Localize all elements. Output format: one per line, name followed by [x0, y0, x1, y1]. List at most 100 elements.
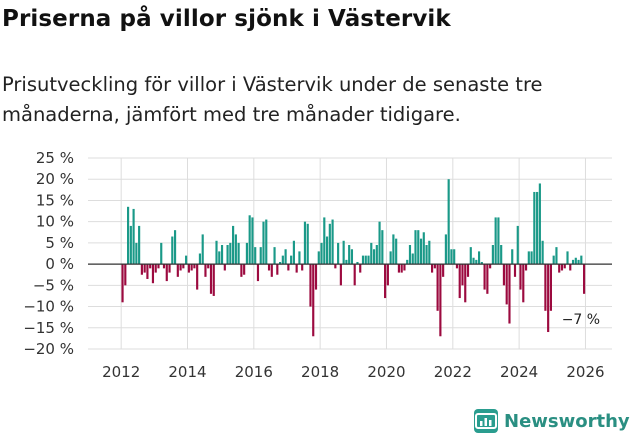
- bar: [541, 240, 544, 265]
- bar: [411, 253, 414, 265]
- bar: [124, 264, 127, 286]
- bar: [356, 261, 359, 265]
- bar: [245, 242, 248, 265]
- y-tick-label: −15 %: [23, 319, 74, 337]
- bar: [207, 264, 210, 269]
- bar: [386, 264, 389, 286]
- bar: [375, 245, 378, 265]
- bar: [284, 249, 287, 265]
- bar: [160, 242, 163, 265]
- bar: [392, 234, 395, 265]
- bar: [287, 264, 290, 271]
- bar: [458, 264, 461, 299]
- bar: [425, 245, 428, 265]
- bar: [212, 264, 215, 296]
- bar: [187, 264, 190, 273]
- x-tick-label: 2014: [168, 363, 206, 381]
- bar: [563, 264, 566, 269]
- bar: [292, 240, 295, 265]
- x-tick-label: 2016: [235, 363, 273, 381]
- bar: [533, 191, 536, 265]
- chart-subtitle: Prisutveckling för villor i Västervik un…: [2, 73, 543, 126]
- bar: [558, 264, 561, 273]
- y-tick-label: −5 %: [33, 276, 74, 294]
- newsworthy-logo-icon: [474, 409, 498, 433]
- bar: [444, 234, 447, 265]
- bar: [127, 206, 130, 265]
- bar: [251, 217, 254, 265]
- bar: [483, 264, 486, 290]
- brand-name: Newsworthy: [504, 410, 630, 432]
- bar: [522, 264, 525, 303]
- bar: [489, 264, 492, 269]
- y-tick-label: −10 %: [23, 298, 74, 316]
- x-axis-tick-labels: 2012 2014 2016 2018 2020 2022 2024 2026: [102, 363, 604, 381]
- bar: [461, 264, 464, 286]
- bar: [466, 264, 470, 277]
- bar: [273, 247, 276, 265]
- chart-title: Priserna på villor sjönk i Västervik: [2, 6, 451, 32]
- bar: [513, 264, 517, 277]
- bar: [475, 259, 478, 265]
- bar: [555, 247, 558, 265]
- annotations: −7 %: [562, 312, 600, 328]
- bar: [179, 264, 182, 271]
- bar: [314, 264, 318, 290]
- bar: [571, 259, 575, 265]
- x-tick-label: 2020: [367, 363, 405, 381]
- bar: [337, 242, 340, 265]
- bar: [511, 249, 514, 265]
- bar: [389, 251, 392, 265]
- bar: [566, 251, 569, 265]
- bar: [135, 242, 138, 265]
- bar: [350, 249, 354, 265]
- bar: [201, 234, 204, 265]
- bar: [276, 264, 279, 275]
- bar: [309, 264, 312, 307]
- bar: [198, 253, 202, 265]
- bar: [560, 264, 564, 271]
- bar: [480, 261, 483, 265]
- bar: [381, 230, 384, 265]
- bar: [372, 249, 376, 265]
- last-value-annotation: −7 %: [562, 312, 600, 328]
- bar: [442, 264, 445, 277]
- bar: [281, 255, 284, 265]
- bar: [301, 264, 304, 271]
- bar: [530, 251, 533, 265]
- bar: [574, 257, 577, 265]
- bar: [262, 221, 265, 265]
- bar: [359, 264, 362, 273]
- bar: [431, 264, 434, 273]
- bar: [428, 240, 431, 265]
- bar: [190, 264, 193, 271]
- bar: [342, 240, 345, 265]
- bar: [265, 219, 268, 265]
- bar: [129, 225, 132, 265]
- bar: [436, 264, 439, 311]
- bar: [237, 242, 240, 265]
- bar: [325, 236, 329, 265]
- x-tick-label: 2022: [434, 363, 472, 381]
- bar: [403, 264, 406, 271]
- y-tick-label: 5 %: [45, 234, 74, 252]
- x-tick-label: 2026: [566, 363, 604, 381]
- bar: [267, 264, 271, 271]
- bar: [453, 249, 456, 265]
- bar: [472, 257, 475, 265]
- bar: [154, 264, 157, 273]
- bar: [583, 264, 586, 294]
- bar: [408, 245, 412, 265]
- bar: [173, 230, 177, 265]
- bar: [279, 261, 282, 265]
- bar: [317, 251, 320, 265]
- bar: [226, 245, 229, 265]
- bar: [334, 264, 337, 269]
- bar: [536, 191, 539, 265]
- bar: [185, 255, 188, 265]
- bar: [339, 264, 342, 286]
- bars: [121, 179, 586, 337]
- bar: [132, 208, 135, 265]
- bar: [414, 230, 417, 265]
- bar: [146, 264, 149, 279]
